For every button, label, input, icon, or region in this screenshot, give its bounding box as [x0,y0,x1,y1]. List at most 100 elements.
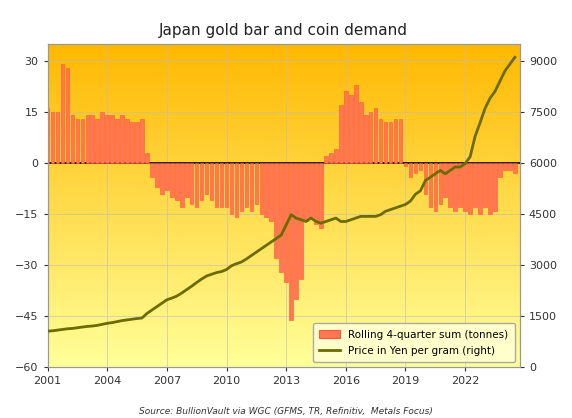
Bar [47,101,520,102]
Bar [185,163,189,197]
Bar [47,320,520,321]
Bar [47,219,520,221]
Bar [47,350,520,351]
Bar [47,153,520,154]
Bar [47,270,520,271]
Bar [47,157,520,158]
Bar [47,50,520,51]
Bar [284,163,288,282]
Bar [47,242,520,243]
Bar [200,163,204,200]
Bar [90,115,94,163]
Bar [443,163,447,197]
Bar [47,62,520,63]
Bar [47,283,520,284]
Bar [47,72,520,73]
Bar [47,148,520,149]
Bar [47,133,520,134]
Bar [439,163,442,204]
Bar [448,163,452,207]
Bar [47,116,520,117]
Bar [105,115,109,163]
Bar [47,311,520,312]
Bar [225,163,228,207]
Bar [428,163,432,207]
Bar [47,297,520,298]
Bar [47,131,520,132]
Title: Japan gold bar and coin demand: Japan gold bar and coin demand [159,23,408,38]
Bar [47,250,520,251]
Bar [295,163,298,299]
Bar [47,158,520,159]
Bar [160,163,164,194]
Bar [359,102,363,163]
Bar [47,65,520,66]
Bar [47,325,520,326]
Bar [47,162,520,163]
Bar [47,338,520,339]
Bar [47,293,520,294]
Bar [47,249,520,250]
Bar [47,69,520,71]
Bar [47,231,520,232]
Bar [47,103,520,104]
Bar [47,135,520,136]
Bar [47,56,520,58]
Bar [463,163,467,211]
Bar [47,337,520,338]
Bar [47,64,520,65]
Bar [379,119,383,163]
Bar [120,115,124,163]
Bar [47,244,520,245]
Bar [47,257,520,258]
Bar [47,355,520,357]
Bar [47,46,520,47]
Bar [319,163,323,228]
Bar [155,163,158,187]
Bar [47,114,520,115]
Bar [47,285,520,286]
Bar [47,206,520,208]
Bar [329,153,333,163]
Bar [47,296,520,297]
Bar [96,119,99,163]
Bar [404,163,407,166]
Bar [47,267,520,268]
Bar [47,214,520,215]
Bar [47,167,520,168]
Bar [245,163,248,207]
Bar [47,266,520,267]
Bar [47,307,520,308]
Bar [47,86,520,87]
Bar [135,122,139,163]
Bar [384,122,387,163]
Bar [47,306,520,307]
Bar [47,161,520,162]
Bar [47,232,520,234]
Bar [47,149,520,150]
Bar [47,121,520,122]
Bar [414,163,417,173]
Bar [175,163,178,200]
Bar [47,169,520,170]
Bar [47,217,520,219]
Bar [190,163,193,204]
Bar [47,347,520,348]
Bar [47,348,520,349]
Bar [47,294,520,295]
Bar [47,165,520,166]
Bar [47,196,520,197]
Legend: Rolling 4-quarter sum (tonnes), Price in Yen per gram (right): Rolling 4-quarter sum (tonnes), Price in… [313,323,515,362]
Bar [47,140,520,141]
Bar [110,115,114,163]
Bar [47,264,520,265]
Bar [47,362,520,363]
Bar [47,364,520,365]
Bar [47,173,520,174]
Bar [47,187,520,188]
Bar [47,291,520,292]
Bar [483,163,487,207]
Bar [47,365,520,366]
Bar [47,127,520,128]
Bar [47,105,520,106]
